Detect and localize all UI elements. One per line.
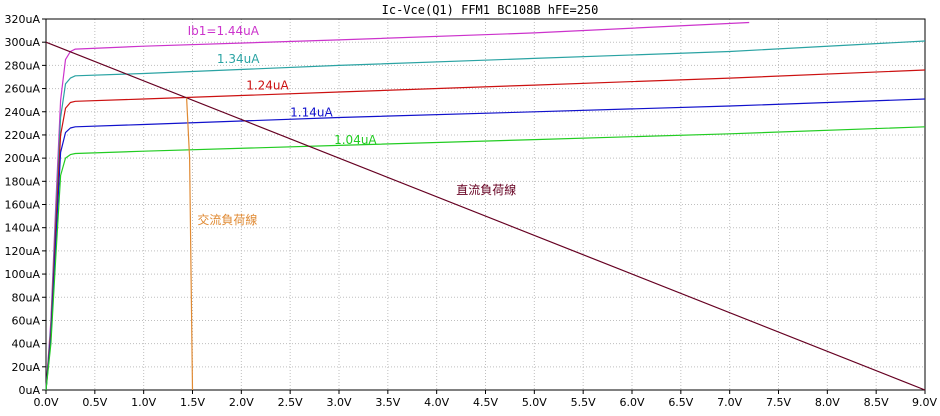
y-tick-label: 120uA [5,245,41,258]
y-tick-label: 0uA [19,384,41,397]
y-tick-label: 80uA [12,291,41,304]
series-line-4 [45,126,926,391]
series-line-0 [45,21,750,391]
y-tick-label: 300uA [5,36,41,49]
x-tick-label: 0.0V [33,396,58,409]
y-tick-label: 200uA [5,152,41,165]
x-axis-ticks: 0.0V 0.5V 1.0V 1.5V 2.0V 2.5V 3.0V 3.5V 4.0V 4.5V… [33,390,937,409]
curve-label-0: Ib1=1.44uA [188,24,260,38]
y-tick-label: 20uA [12,361,41,374]
x-tick-label: 5.5V [571,396,596,409]
y-tick-label: 60uA [12,314,41,327]
y-tick-label: 40uA [12,338,41,351]
x-tick-label: 3.0V [326,396,351,409]
x-tick-label: 3.5V [375,396,400,409]
x-tick-label: 1.5V [180,396,205,409]
y-tick-label: 100uA [5,268,41,281]
y-tick-label: 180uA [5,175,41,188]
x-tick-label: 4.0V [424,396,449,409]
y-axis-ticks: 0uA 20uA 40uA 60uA 80uA 100uA 120uA 140uA 160uA 1… [5,13,46,397]
series-line-3 [45,98,926,391]
series-group [45,21,926,391]
x-tick-label: 5.0V [522,396,547,409]
x-tick-label: 7.0V [717,396,742,409]
series-line-2 [45,69,926,391]
y-tick-label: 160uA [5,199,41,212]
x-tick-label: 6.0V [619,396,644,409]
x-tick-label: 7.5V [766,396,791,409]
y-tick-label: 240uA [5,106,41,119]
curve-label-1: 1.34uA [217,52,260,66]
curve-label-2: 1.24uA [246,79,289,93]
series-line-5 [45,41,926,391]
y-tick-label: 220uA [5,129,41,142]
x-tick-label: 9.0V [912,396,937,409]
curve-label-6: 交流負荷線 [197,212,257,227]
chart-title: Ic-Vce(Q1) FFM1 BC108B hFE=250 [382,3,599,17]
x-tick-label: 2.5V [278,396,303,409]
x-tick-label: 8.0V [815,396,840,409]
y-tick-label: 140uA [5,222,41,235]
x-tick-label: 2.0V [229,396,254,409]
y-tick-label: 280uA [5,59,41,72]
curve-label-5: 直流負荷線 [456,182,516,197]
curve-label-3: 1.14uA [290,105,333,119]
x-tick-label: 1.0V [131,396,156,409]
x-tick-label: 6.5V [668,396,693,409]
curve-label-4: 1.04uA [334,133,377,147]
y-tick-label: 320uA [5,13,41,26]
series-line-6 [186,97,194,391]
x-tick-label: 0.5V [82,396,107,409]
grid [46,19,925,390]
x-tick-label: 4.5V [473,396,498,409]
y-tick-label: 260uA [5,83,41,96]
x-tick-label: 8.5V [864,396,889,409]
